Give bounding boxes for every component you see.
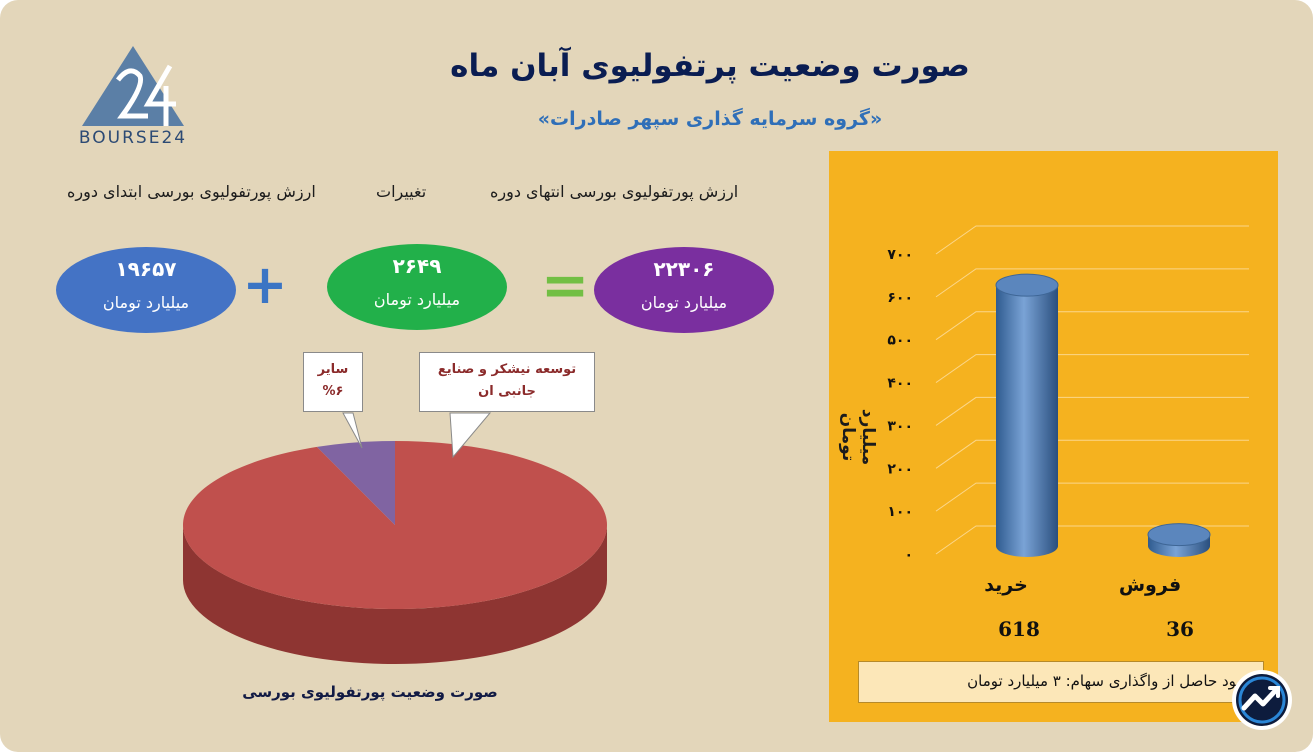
change-value-unit: میلیارد تومان — [373, 290, 461, 309]
bar-gridline — [935, 439, 1249, 469]
change-value: ۲۶۴۹ — [392, 254, 442, 278]
end-value-unit: میلیارد تومان — [640, 293, 728, 312]
y-tick-label: ۱۰۰ — [887, 504, 913, 520]
y-tick-label: ۰ — [904, 547, 913, 563]
page-title: صورت وضعیت پرتفولیوی آبان ماه — [450, 48, 970, 84]
bar-gridline — [935, 225, 1249, 255]
start-value-ellipse: ۱۹۶۵۷ میلیارد تومان — [56, 247, 236, 333]
other-slice-name: سایر — [317, 362, 349, 377]
equals-icon: = — [540, 251, 590, 319]
bar-value-buy: 618 — [998, 617, 1040, 641]
plus-icon: + — [242, 253, 288, 316]
bar-gridline — [935, 311, 1249, 341]
bar-gridline — [935, 268, 1249, 298]
page-subtitle: «گروه سرمایه گذاری سپهر صادرات» — [537, 108, 883, 130]
y-tick-label: ۶۰۰ — [887, 290, 913, 306]
end-value-ellipse: ۲۲۳۰۶ میلیارد تومان — [594, 247, 774, 333]
divestment-profit-note: سود حاصل از واگذاری سهام: ۳ میلیارد توما… — [858, 661, 1264, 703]
pie-caption: صورت وضعیت پورتفولیوی بورسی — [242, 683, 498, 701]
end-value: ۲۲۳۰۶ — [653, 257, 715, 281]
y-tick-label: ۴۰۰ — [887, 376, 913, 392]
main-slice-callout: توسعه نیشکر و صنایع جانبی ان — [419, 352, 595, 412]
bourse24-logo-icon — [82, 46, 184, 126]
end-value-label: ارزش پورتفولیوی بورسی انتهای دوره — [490, 182, 739, 201]
pie-side — [183, 525, 607, 664]
y-tick-label: ۳۰۰ — [887, 418, 913, 434]
pie-slice-main — [182, 441, 607, 609]
bar-buy-top — [995, 273, 1059, 297]
start-value-unit: میلیارد تومان — [102, 293, 190, 312]
bar-sell-top — [1147, 523, 1211, 547]
callout-pointers — [342, 412, 492, 459]
change-label: تغییرات — [376, 182, 427, 201]
start-value-label: ارزش پورتفولیوی بورسی ابتدای دوره — [67, 182, 316, 201]
pie-chart — [182, 441, 607, 664]
change-value-ellipse: ۲۶۴۹ میلیارد تومان — [327, 244, 507, 330]
bar-value-sell: 36 — [1166, 617, 1194, 641]
bar-buy — [996, 285, 1058, 557]
bar-category-buy: خرید — [984, 574, 1028, 596]
bar-chart-ylabel: میلیارد تومان — [838, 408, 878, 466]
bar-category-sell: فروش — [1118, 574, 1182, 596]
other-slice-callout: سایر %۶ — [303, 352, 363, 412]
bar-chart: ۰ ۱۰۰ ۲۰۰ ۳۰۰ ۴۰۰ ۵۰۰ ۶۰۰ ۷۰۰ — [887, 225, 1249, 563]
other-slice-percent: %۶ — [322, 384, 344, 399]
bar-gridline — [935, 482, 1249, 512]
bar-gridline — [935, 354, 1249, 383]
pie-slice-other — [316, 441, 395, 525]
start-value: ۱۹۶۵۷ — [115, 257, 177, 281]
bar-gridline — [935, 396, 1249, 426]
y-tick-label: ۲۰۰ — [887, 461, 913, 477]
y-tick-label: ۷۰۰ — [887, 247, 913, 263]
trend-badge-icon — [1232, 670, 1292, 730]
y-tick-label: ۵۰۰ — [887, 333, 913, 349]
logo-text: BOURSE24 — [78, 128, 188, 148]
